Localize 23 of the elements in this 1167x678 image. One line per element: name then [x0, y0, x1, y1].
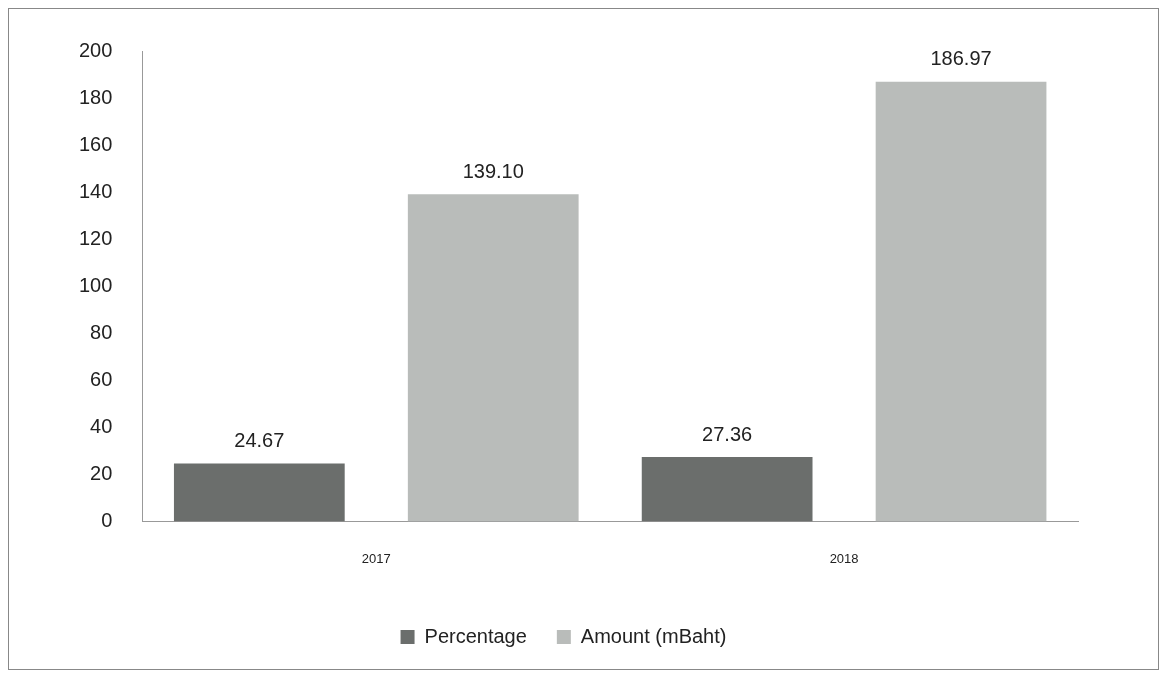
text: 186.97: [930, 47, 992, 70]
y-tick-label: 40: [90, 414, 113, 437]
bar: [641, 457, 813, 522]
y-tick-label: 120: [78, 226, 113, 249]
x-tick-label: 2018: [829, 550, 859, 566]
legend-label: Percentage: [424, 624, 527, 647]
y-tick-label: 80: [90, 320, 113, 343]
y-tick-label: 20: [90, 461, 113, 484]
y-tick-label: 0: [101, 508, 113, 531]
y-tick-label: 60: [90, 367, 113, 390]
x-tick-label: 2017: [361, 550, 391, 566]
text: 139.10: [462, 159, 524, 182]
bar: [875, 81, 1047, 522]
bar: [173, 463, 345, 522]
legend-label: Amount (mBaht): [580, 624, 727, 647]
y-tick-label: 180: [78, 85, 113, 108]
text: 27.36: [702, 422, 753, 445]
y-tick-label: 140: [78, 179, 113, 202]
bar: [407, 194, 579, 522]
y-tick-label: 160: [78, 132, 113, 155]
y-tick-label: 200: [78, 38, 113, 61]
text: 24.67: [234, 428, 285, 451]
y-tick-label: 100: [78, 273, 113, 296]
